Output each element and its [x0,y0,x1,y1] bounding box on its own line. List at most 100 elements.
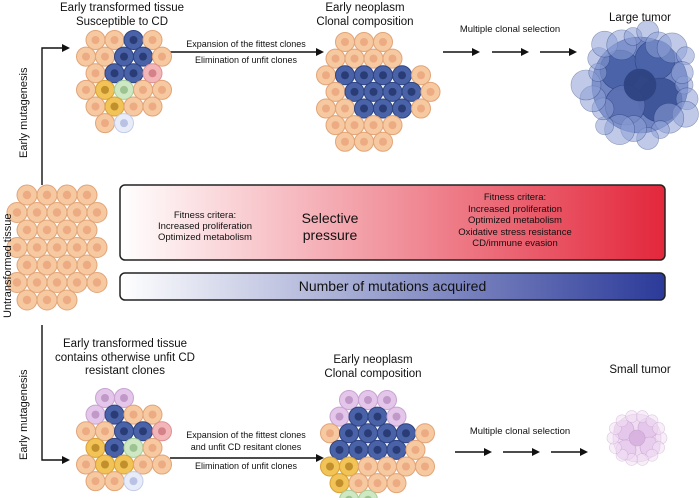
top-neoplasm-cell-nucleus [369,87,378,96]
top-neoplasm-cell-nucleus [379,104,387,113]
untransformed-tissue-cell-nucleus [22,190,32,200]
top-neoplasm-label: Early neoplasm Clonal composition [316,2,414,28]
bottom-neoplasm-cell-nucleus [354,445,363,454]
top-transformed-tissue-cell-nucleus [101,85,109,94]
bottom-elimination-label: Elimination of unfit clones [194,461,298,471]
top-transformed-tissue-cell-nucleus [101,52,109,61]
untransformed-tissue-cell-nucleus [32,208,42,217]
untransformed-tissue-cell-nucleus [82,225,92,235]
bottom-neoplasm-cell-nucleus [421,462,429,471]
bottom-transformed-tissue-cell-nucleus [110,410,119,419]
bottom-neoplasm-cell-nucleus [345,396,353,404]
bottom-selection-label: Multiple clonal selection [469,426,571,437]
untransformed-tissue-cell-nucleus [42,190,52,200]
top-neoplasm-cell-nucleus [360,38,368,46]
top-transformed-tissue-cell-nucleus [110,69,119,78]
bottom-neoplasm-cell-nucleus [335,445,344,454]
top-neoplasm-cell-nucleus [350,87,359,96]
bottom-side-label: Early mutagenesis [18,369,30,461]
bottom-neoplasm-cell-nucleus [345,495,353,498]
untransformed-tissue-cell-nucleus [82,190,92,200]
top-neoplasm-cell-nucleus [398,71,406,80]
top-transformed-tissue-cell-nucleus [129,36,138,44]
bottom-neoplasm-cell-nucleus [354,412,363,421]
untransformed-tissue-cell-nucleus [12,278,22,287]
top-neoplasm-cell-nucleus [360,137,368,146]
untransformed-tissue-cell-nucleus [72,278,82,287]
small-tumor-cell [636,453,649,466]
bottom-neoplasm-cell-nucleus [402,429,410,438]
top-tissue-label: Early transformed tissue Susceptible to C… [60,2,184,28]
top-transformed-tissue-cell-nucleus [110,102,119,111]
top-transformed-tissue-cell-nucleus [110,36,119,44]
bottom-transformed-tissue-cell-nucleus [120,394,128,402]
bottom-transformed-tissue-cell-nucleus [82,460,90,469]
top-neoplasm-cell-nucleus [331,121,340,130]
top-neoplasm-cell-nucleus [322,71,330,80]
top-transformed-tissue-cell-nucleus [120,119,128,128]
small-tumor-cell [628,429,646,447]
bottom-tumor-label: Small tumor [609,364,671,376]
top-transformed-tissue-cell-nucleus [82,85,90,94]
top-transformed-tissue-cell-nucleus [148,69,157,78]
bottom-transformed-tissue-cell-nucleus [101,460,109,469]
top-transformed-tissue-cell-nucleus [139,52,147,61]
top-neoplasm-cell-nucleus [417,71,425,80]
untransformed-tissue-cell-nucleus [72,208,82,217]
mutations-label: Number of mutations acquired [298,278,487,294]
untransformed-tissue-cell-nucleus [62,295,72,305]
top-neoplasm-cell-nucleus [388,121,397,130]
untransformed-tissue-cell-nucleus [92,243,102,252]
top-transformed-tissue-cell-nucleus [129,102,138,111]
bottom-neoplasm-cell-nucleus [364,396,372,404]
bottom-neoplasm-cell-nucleus [364,429,372,438]
bottom-transformed-tissue-cell-nucleus [120,460,128,469]
untransformed-tissue-cell-nucleus [22,295,32,305]
top-transformed-tissue-cell-nucleus [139,85,147,94]
mutations-bar [119,272,666,301]
bottom-neoplasm-cell-nucleus [373,479,382,488]
bottom-transformed-tissue-cell-nucleus [129,477,138,486]
bottom-transformed-tissue-cell-nucleus [158,427,166,436]
bottom-neoplasm-cell-nucleus [383,462,391,471]
untransformed-tissue-cell-nucleus [52,278,62,287]
top-neoplasm-cell-nucleus [388,54,397,63]
top-neoplasm-cell-nucleus [388,87,397,96]
bottom-neoplasm-cell-nucleus [392,412,401,421]
top-transformed-tissue-cell-nucleus [120,52,128,61]
bottom-neoplasm-cell-nucleus [392,445,401,454]
bottom-transformed-tissue-cell-nucleus [148,443,157,452]
top-transformed-tissue-cell-nucleus [82,52,90,61]
top-selection-label: Multiple clonal selection [459,24,561,35]
untransformed-tissue-cell-nucleus [62,190,72,200]
small-tumor-cell [625,410,638,423]
bottom-neoplasm-cell-nucleus [411,445,420,454]
bottom-neoplasm-cell-nucleus [326,462,334,471]
untransformed-tissue-cell-nucleus [12,243,22,252]
top-transformed-tissue-cell-nucleus [120,85,128,94]
top-neoplasm-cell-nucleus [331,87,340,96]
pressure-right-text: Fitness critera: Increased proliferation O… [458,192,572,250]
bottom-neoplasm-cell-nucleus [354,479,363,488]
top-neoplasm-cell-nucleus [350,121,359,130]
top-transformed-tissue-cell-nucleus [148,102,157,111]
top-neoplasm-cell-nucleus [341,137,349,146]
untransformed-tissue-cell-nucleus [42,260,52,270]
bottom-neoplasm-cell-nucleus [364,495,372,498]
top-neoplasm-cell-nucleus [341,38,349,46]
bottom-neoplasm-cell-nucleus [345,462,353,471]
bottom-neoplasm-cell-nucleus [373,445,382,454]
top-transformed-tissue-cell-nucleus [91,102,100,111]
untransformed-tissue-cell-nucleus [62,260,72,270]
bottom-transformed-tissue-cell-nucleus [120,427,128,436]
untransformed-tissue-cell-nucleus [12,208,22,217]
bottom-neoplasm-cell [358,489,378,498]
top-neoplasm-cell-nucleus [369,121,378,130]
large-tumor-cell [623,68,657,102]
bottom-expansion-label: Expansion of the fittest clones and unfit… [186,430,306,452]
bottom-transformed-tissue-cell-nucleus [91,477,100,486]
top-transformed-tissue-cell-nucleus [158,52,166,61]
middle-side-label: Untransformed tissue [2,213,14,318]
top-transformed-tissue-cell-nucleus [158,85,166,94]
top-neoplasm-cell-nucleus [426,87,435,96]
